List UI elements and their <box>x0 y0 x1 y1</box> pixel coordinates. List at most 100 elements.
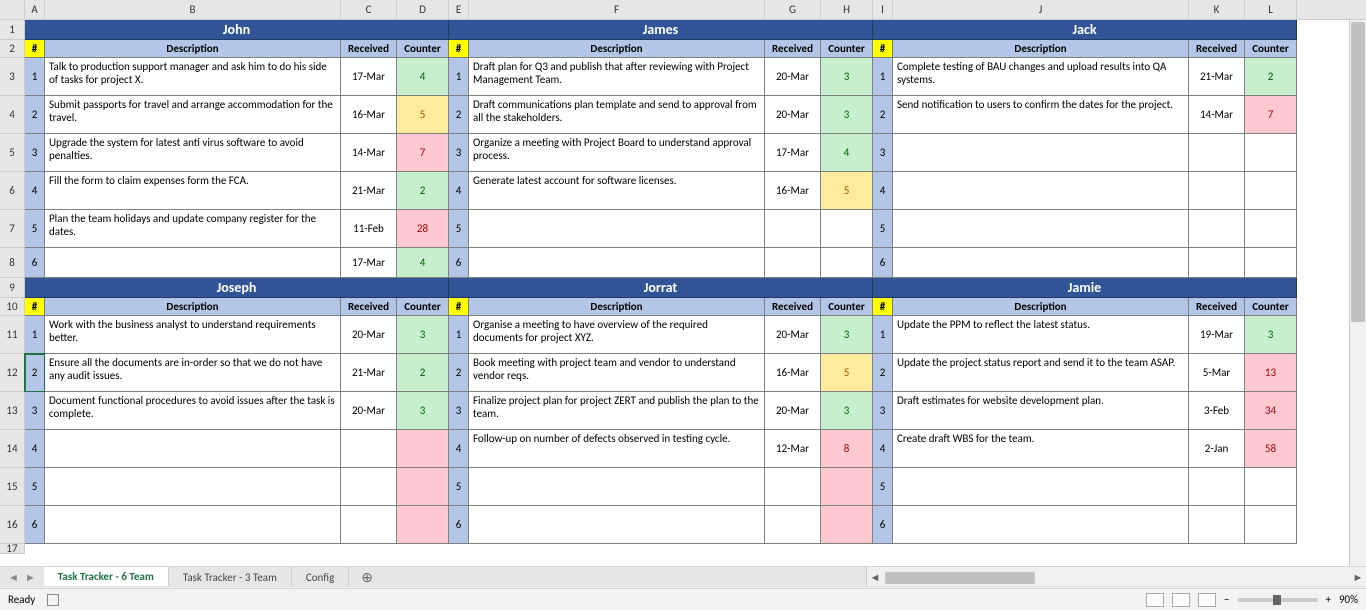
task-received[interactable]: 17-Mar <box>341 58 397 96</box>
row-header-13[interactable]: 13 <box>0 392 25 430</box>
page-layout-view-button[interactable] <box>1172 593 1190 607</box>
task-counter[interactable]: 3 <box>1245 316 1297 354</box>
select-all-corner[interactable] <box>0 0 25 20</box>
task-received[interactable]: 16-Mar <box>765 354 821 392</box>
task-index[interactable]: 1 <box>25 316 45 354</box>
task-counter[interactable]: 8 <box>821 430 873 468</box>
task-description[interactable] <box>893 468 1189 506</box>
task-description[interactable]: Complete testing of BAU changes and uplo… <box>893 58 1189 96</box>
task-received[interactable]: 17-Mar <box>765 134 821 172</box>
task-index[interactable]: 3 <box>449 392 469 430</box>
col-header-G[interactable]: G <box>765 0 821 19</box>
hscroll-left-icon[interactable]: ◄ <box>867 571 883 584</box>
tab-prev-icon[interactable]: ◄ <box>8 571 19 584</box>
task-index[interactable]: 2 <box>25 354 45 392</box>
task-received[interactable]: 14-Mar <box>1189 96 1245 134</box>
task-index[interactable]: 3 <box>873 392 893 430</box>
tab-next-icon[interactable]: ► <box>25 571 36 584</box>
task-index[interactable]: 6 <box>25 506 45 544</box>
task-counter[interactable]: 5 <box>821 172 873 210</box>
row-header-5[interactable]: 5 <box>0 134 25 172</box>
row-header-12[interactable]: 12 <box>0 354 25 392</box>
sheet-tab[interactable]: Task Tracker - 6 Team <box>44 567 169 588</box>
task-received[interactable]: 20-Mar <box>765 96 821 134</box>
task-index[interactable]: 2 <box>873 96 893 134</box>
task-description[interactable] <box>45 248 341 278</box>
task-received[interactable]: 19-Mar <box>1189 316 1245 354</box>
task-counter[interactable] <box>821 248 873 278</box>
task-counter[interactable]: 28 <box>397 210 449 248</box>
task-description[interactable]: Ensure all the documents are in-order so… <box>45 354 341 392</box>
col-header-D[interactable]: D <box>397 0 449 19</box>
task-index[interactable]: 1 <box>25 58 45 96</box>
task-index[interactable]: 3 <box>449 134 469 172</box>
normal-view-button[interactable] <box>1146 593 1164 607</box>
task-counter[interactable]: 3 <box>821 392 873 430</box>
page-break-view-button[interactable] <box>1198 593 1216 607</box>
row-header-16[interactable]: 16 <box>0 506 25 544</box>
task-counter[interactable]: 7 <box>397 134 449 172</box>
task-counter[interactable] <box>821 468 873 506</box>
task-received[interactable] <box>341 506 397 544</box>
row-header-10[interactable]: 10 <box>0 298 25 316</box>
task-received[interactable] <box>1189 248 1245 278</box>
task-index[interactable]: 5 <box>449 210 469 248</box>
task-received[interactable] <box>341 468 397 506</box>
task-counter[interactable] <box>1245 506 1297 544</box>
task-counter[interactable] <box>1245 134 1297 172</box>
task-index[interactable]: 6 <box>449 506 469 544</box>
task-description[interactable]: Upgrade the system for latest anti virus… <box>45 134 341 172</box>
task-received[interactable]: 21-Mar <box>341 172 397 210</box>
task-counter[interactable] <box>821 210 873 248</box>
task-received[interactable]: 17-Mar <box>341 248 397 278</box>
zoom-in-button[interactable]: + <box>1326 593 1331 606</box>
zoom-slider[interactable] <box>1238 598 1318 602</box>
task-index[interactable]: 6 <box>449 248 469 278</box>
task-received[interactable]: 16-Mar <box>341 96 397 134</box>
task-index[interactable]: 1 <box>873 316 893 354</box>
task-counter[interactable]: 3 <box>397 392 449 430</box>
task-counter[interactable] <box>397 468 449 506</box>
task-description[interactable] <box>893 248 1189 278</box>
task-received[interactable] <box>1189 468 1245 506</box>
task-index[interactable]: 1 <box>449 58 469 96</box>
task-index[interactable]: 5 <box>873 468 893 506</box>
row-header-15[interactable]: 15 <box>0 468 25 506</box>
task-received[interactable] <box>1189 506 1245 544</box>
task-received[interactable]: 20-Mar <box>765 392 821 430</box>
task-index[interactable]: 1 <box>873 58 893 96</box>
task-description[interactable]: Document functional procedures to avoid … <box>45 392 341 430</box>
task-counter[interactable] <box>1245 172 1297 210</box>
row-header-6[interactable]: 6 <box>0 172 25 210</box>
task-counter[interactable] <box>1245 468 1297 506</box>
task-description[interactable]: Work with the business analyst to unders… <box>45 316 341 354</box>
task-index[interactable]: 2 <box>873 354 893 392</box>
task-index[interactable]: 3 <box>25 392 45 430</box>
task-description[interactable]: Plan the team holidays and update compan… <box>45 210 341 248</box>
row-header-3[interactable]: 3 <box>0 58 25 96</box>
sheet-tab[interactable]: Config <box>292 567 349 588</box>
task-index[interactable]: 3 <box>25 134 45 172</box>
task-counter[interactable]: 7 <box>1245 96 1297 134</box>
task-received[interactable] <box>1189 172 1245 210</box>
zoom-level[interactable]: 90% <box>1339 593 1358 606</box>
col-header-J[interactable]: J <box>893 0 1189 19</box>
horizontal-scrollbar[interactable]: ◄ ► <box>866 567 1366 588</box>
col-header-K[interactable]: K <box>1189 0 1245 19</box>
task-description[interactable]: Update the PPM to reflect the latest sta… <box>893 316 1189 354</box>
col-header-L[interactable]: L <box>1245 0 1297 19</box>
task-description[interactable] <box>893 506 1189 544</box>
task-counter[interactable] <box>397 430 449 468</box>
task-received[interactable]: 12-Mar <box>765 430 821 468</box>
vertical-scrollbar-thumb[interactable] <box>1351 22 1365 322</box>
task-index[interactable]: 6 <box>25 248 45 278</box>
row-header-9[interactable]: 9 <box>0 278 25 298</box>
task-description[interactable]: Update the project status report and sen… <box>893 354 1189 392</box>
task-received[interactable] <box>341 430 397 468</box>
task-description[interactable] <box>469 248 765 278</box>
row-header-11[interactable]: 11 <box>0 316 25 354</box>
task-index[interactable]: 5 <box>449 468 469 506</box>
task-received[interactable]: 21-Mar <box>341 354 397 392</box>
task-index[interactable]: 4 <box>873 430 893 468</box>
task-counter[interactable] <box>397 506 449 544</box>
